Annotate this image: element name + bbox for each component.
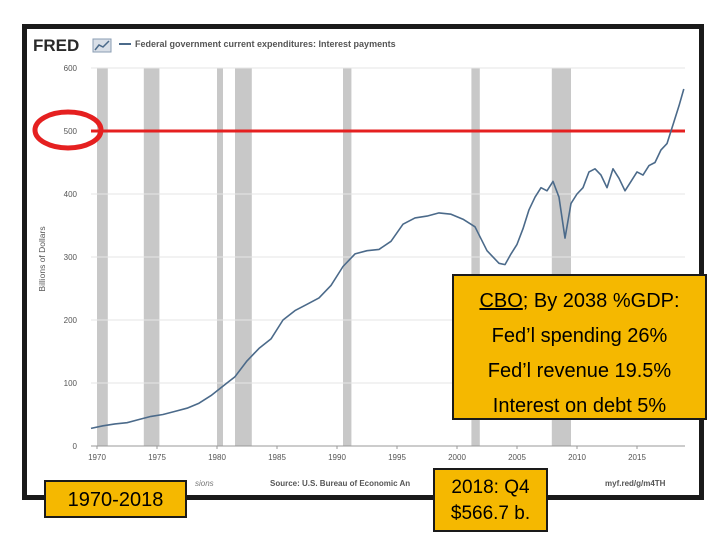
cbo-line-revenue: Fed’l revenue 19.5% bbox=[487, 360, 672, 382]
y-tick-label: 400 bbox=[64, 190, 78, 199]
series-line bbox=[90, 88, 685, 430]
cbo-projection-callout: CBO; By 2038 %GDP: Fed’l spending 26% Fe… bbox=[452, 274, 707, 420]
fred-logo-mark bbox=[92, 38, 112, 53]
series-title: Federal government current expenditures:… bbox=[135, 39, 396, 49]
fred-link[interactable]: myf.red/g/m4TH bbox=[605, 479, 666, 488]
fred-chart: 0 100 200 300 400 500 600 1970 1975 1980 1985 1990… bbox=[33, 36, 685, 488]
cbo-line-interest: Interest on debt 5% bbox=[492, 395, 667, 417]
recession-note: sions bbox=[195, 479, 214, 488]
y-axis-label: Billions of Dollars bbox=[37, 226, 47, 291]
latest-period: 2018: Q4 bbox=[451, 477, 530, 498]
y-tick-label: 0 bbox=[73, 442, 78, 451]
cbo-link[interactable]: CBO bbox=[479, 290, 523, 312]
cbo-title-rest: ; By 2038 %GDP: bbox=[522, 290, 680, 312]
y-tick-label: 600 bbox=[64, 64, 78, 73]
x-tick-label: 1990 bbox=[328, 453, 346, 462]
x-tick-label: 2000 bbox=[448, 453, 466, 462]
y-tick-label: 200 bbox=[64, 316, 78, 325]
y-tick-label: 500 bbox=[64, 127, 78, 136]
x-tick-label: 2005 bbox=[508, 453, 526, 462]
x-tick-label: 1995 bbox=[388, 453, 406, 462]
cbo-line-spending: Fed’l spending 26% bbox=[491, 325, 668, 347]
date-range-callout: 1970-2018 bbox=[44, 480, 187, 518]
x-tick-label: 1985 bbox=[268, 453, 286, 462]
x-tick-label: 2015 bbox=[628, 453, 646, 462]
fred-logo: FRED bbox=[33, 36, 79, 55]
x-tick-label: 1980 bbox=[208, 453, 226, 462]
source-note: Source: U.S. Bureau of Economic An bbox=[270, 479, 410, 488]
chart-panel: 0 100 200 300 400 500 600 1970 1975 1980 1985 1990… bbox=[27, 29, 699, 495]
x-tick-label: 2010 bbox=[568, 453, 586, 462]
x-tick-label: 1970 bbox=[88, 453, 106, 462]
latest-value-callout: 2018: Q4 $566.7 b. bbox=[433, 468, 548, 532]
x-tick-label: 1975 bbox=[148, 453, 166, 462]
y-tick-label: 300 bbox=[64, 253, 78, 262]
latest-amount: $566.7 b. bbox=[450, 503, 531, 524]
y-tick-label: 100 bbox=[64, 379, 78, 388]
